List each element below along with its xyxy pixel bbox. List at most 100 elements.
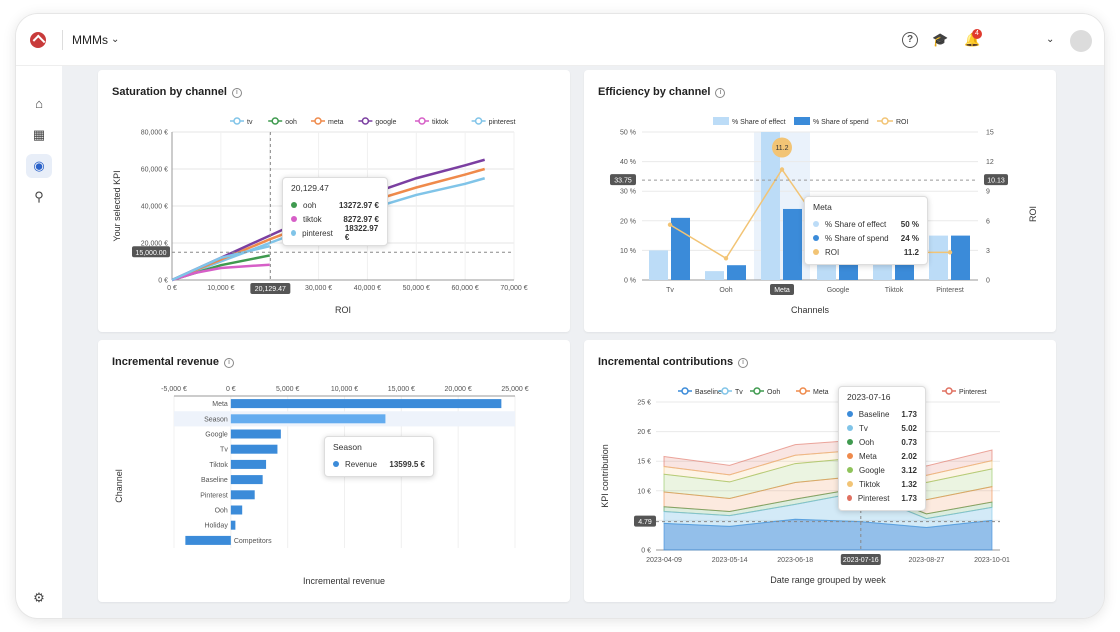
left-marker-label: 4.79 — [638, 519, 652, 526]
tooltip-row: Tiktok 1.32 — [847, 477, 917, 491]
category-label: Holiday — [204, 523, 228, 530]
y-axis-label: Channel — [114, 469, 124, 503]
info-icon[interactable]: i — [224, 358, 234, 368]
legend-marker-Baseline — [681, 387, 689, 395]
legend-label-roi: ROI — [896, 119, 909, 126]
legend-marker-ooh — [271, 117, 279, 125]
brand-logo-icon[interactable] — [30, 32, 46, 48]
bar-Competitors — [185, 535, 231, 545]
app-title[interactable]: MMMs — [72, 33, 108, 47]
x-tick-label: Pinterest — [936, 287, 964, 294]
x-tick-label: 60,000 € — [452, 285, 479, 292]
pinterest-dot — [291, 230, 297, 236]
sidebar: ⌂ ▦ ◉ ⚲ ⚙ — [16, 66, 62, 618]
info-icon[interactable]: i — [715, 88, 726, 98]
y-tick-label: 0 € — [158, 278, 168, 285]
x-tick-label: 15,000 € — [388, 386, 415, 393]
x-tick-label: Tiktok — [885, 287, 904, 294]
tooltip-row-name: Pinterest — [857, 493, 890, 503]
chevron-down-icon[interactable]: ⌄ — [111, 34, 120, 45]
saturation-chart[interactable]: 0 € 20,000 € 40,000 € 60,000 € 80,000 € 0 € 10… — [98, 70, 570, 332]
x-tick-label: 0 € — [226, 386, 236, 393]
bar-Google — [230, 429, 281, 439]
tooltip-row-name: ROI — [825, 247, 840, 257]
tooltip-row-value: 8272.97 € — [343, 214, 379, 224]
y-axis-label: Your selected KPI — [112, 170, 122, 241]
legend-marker-google — [361, 117, 370, 125]
left-y-tick-label: 30 % — [620, 189, 636, 196]
legend-marker-Ooh — [753, 387, 761, 395]
incremental-contributions-chart[interactable]: 0 €5 €10 €15 €20 €25 €2023-04-092023-05-… — [584, 340, 1056, 602]
tooltip-row-name: Tv — [859, 423, 868, 433]
right-y-tick-label: 12 — [986, 159, 994, 166]
x-tick-label: 70,000 € — [500, 285, 527, 292]
tooltip-row-value: 1.73 — [901, 409, 917, 419]
notification-badge: 4 — [972, 29, 982, 39]
roi-point-Pinterest — [947, 250, 953, 255]
mmm-models-icon[interactable]: ◉ — [26, 154, 52, 178]
legend-marker-meta — [314, 117, 322, 125]
legend-label-Pinterest: Pinterest — [959, 389, 987, 396]
left-marker-tag — [634, 515, 656, 527]
x-tick-label: Tv — [666, 287, 674, 294]
bar-Holiday — [230, 520, 236, 530]
settings-gear-icon[interactable]: ⚙ — [33, 590, 45, 605]
efficiency-title-text: Efficiency by channel — [598, 86, 711, 98]
dashboard-grid-icon[interactable]: ▦ — [32, 127, 46, 142]
legend-label-Ooh: Ooh — [767, 389, 780, 396]
bar-share-effect-Pinterest — [929, 235, 948, 280]
bar-Baseline — [230, 475, 263, 485]
cursor-x-label: 20,129.47 — [255, 286, 286, 293]
series-line-tiktok — [171, 263, 270, 282]
tooltip-row: Ooh 0.73 — [847, 435, 917, 449]
tiktok-dot — [847, 481, 853, 487]
user-menu-chevron-icon[interactable]: ⌄ — [1046, 34, 1055, 45]
legend-marker-Pinterest — [945, 387, 953, 395]
tooltip-row: Revenue 13599.5 € — [333, 457, 425, 471]
graduation-cap-icon[interactable]: 🎓 — [932, 32, 949, 47]
y-tick-label: 0 € — [641, 548, 651, 555]
x-tick-label: 50,000 € — [403, 285, 430, 292]
legend-marker-tiktok — [418, 117, 426, 125]
left-y-tick-label: 20 % — [620, 218, 636, 225]
zoom-analysis-icon[interactable]: ⚲ — [34, 189, 44, 204]
x-tick-label: -5,000 € — [161, 386, 187, 393]
legend-label-tv: tv — [247, 119, 253, 126]
avatar[interactable] — [1070, 30, 1092, 52]
bar-Pinterest — [230, 490, 255, 500]
category-label: Competitors — [234, 538, 272, 545]
tooltip-row: ooh 13272.97 € — [291, 198, 379, 212]
share-spend-dot — [813, 235, 819, 241]
incremental-revenue-chart[interactable]: -5,000 € 0 € 5,000 € 10,000 € 15,000 € 20,000… — [98, 340, 570, 602]
category-label: Pinterest — [200, 492, 228, 499]
x-tick-label: 2023-05-14 — [712, 557, 748, 564]
saturation-title-text: Saturation by channel — [112, 86, 227, 98]
tooltip-row-name: Baseline — [858, 409, 890, 419]
info-icon[interactable]: i — [231, 88, 242, 98]
x-tick-label: Meta — [774, 287, 790, 294]
incremental-contributions-title: Incremental contributions i — [598, 356, 749, 368]
incremental-revenue-card: Incremental revenue i -5,000 € 0 € 5,000 € 1… — [98, 340, 570, 602]
tooltip-title: 20,129.47 — [291, 183, 329, 193]
tooltip-row: Meta 2.02 — [847, 449, 917, 463]
selected-date-tag — [840, 554, 881, 565]
roi-dot — [813, 249, 819, 255]
left-y-tick-label: 10 % — [620, 248, 636, 255]
x-axis-label: Incremental revenue — [303, 576, 385, 586]
x-axis-label: ROI — [335, 305, 351, 315]
bar-share-effect-Meta — [761, 132, 780, 280]
info-icon[interactable]: i — [738, 358, 749, 368]
category-label: Ooh — [215, 508, 228, 515]
legend-label-Tv: Tv — [735, 389, 743, 396]
home-icon[interactable]: ⌂ — [35, 96, 43, 111]
tooltip-row: tiktok 8272.97 € — [291, 212, 379, 226]
left-marker-tag — [610, 174, 636, 186]
x-tick-label: 0 € — [167, 285, 177, 292]
x-tick-label: 25,000 € — [501, 386, 528, 393]
left-y-tick-label: 50 % — [620, 130, 636, 137]
bar-Season — [230, 414, 386, 424]
tooltip-row-value: 5.02 — [901, 423, 917, 433]
bar-Tiktok — [230, 459, 267, 469]
help-icon[interactable]: ? — [902, 32, 918, 48]
legend-marker-pinterest — [474, 117, 483, 125]
